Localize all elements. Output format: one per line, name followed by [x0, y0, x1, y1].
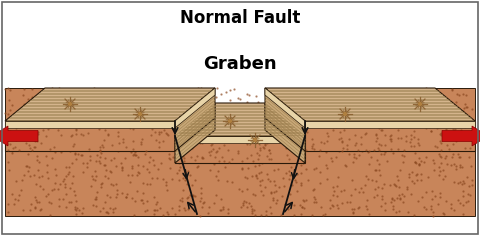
- Circle shape: [344, 113, 347, 115]
- Polygon shape: [265, 103, 305, 163]
- Polygon shape: [175, 136, 305, 143]
- Text: Normal Fault: Normal Fault: [180, 9, 300, 27]
- Polygon shape: [265, 88, 305, 128]
- Text: Graben: Graben: [203, 55, 277, 73]
- FancyArrow shape: [442, 126, 480, 146]
- Polygon shape: [5, 121, 175, 128]
- Polygon shape: [175, 136, 305, 163]
- Polygon shape: [5, 121, 175, 151]
- Circle shape: [253, 139, 256, 141]
- Polygon shape: [265, 88, 305, 151]
- Polygon shape: [5, 88, 215, 121]
- Polygon shape: [175, 88, 215, 128]
- Polygon shape: [175, 88, 215, 151]
- Circle shape: [228, 120, 231, 122]
- Polygon shape: [305, 121, 475, 151]
- Polygon shape: [175, 103, 305, 136]
- Polygon shape: [5, 88, 475, 216]
- Circle shape: [139, 113, 142, 115]
- Polygon shape: [305, 121, 475, 128]
- Circle shape: [419, 103, 421, 105]
- Circle shape: [69, 103, 72, 105]
- Polygon shape: [265, 88, 475, 121]
- FancyArrow shape: [0, 126, 38, 146]
- Polygon shape: [175, 103, 215, 163]
